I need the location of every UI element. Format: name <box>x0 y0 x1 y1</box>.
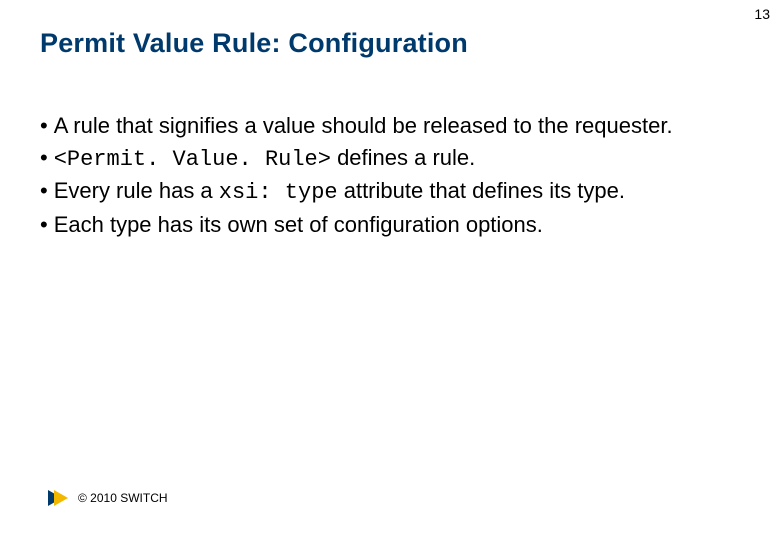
bullet-item: • A rule that signifies a value should b… <box>40 111 740 141</box>
bullet-text: A rule that signifies a value should be … <box>54 111 740 141</box>
bullet-text: Each type has its own set of configurati… <box>54 210 740 240</box>
text-span: Every rule has a <box>54 178 219 203</box>
bullet-item: • Every rule has a xsi: type attribute t… <box>40 176 740 208</box>
slide-title: Permit Value Rule: Configuration <box>40 28 740 59</box>
bullet-item: • <Permit. Value. Rule> defines a rule. <box>40 143 740 175</box>
code-span: <Permit. Value. Rule> <box>54 147 331 172</box>
bullet-list: • A rule that signifies a value should b… <box>40 111 740 240</box>
footer: © 2010 SWITCH <box>48 488 168 508</box>
copyright-text: © 2010 SWITCH <box>78 491 168 505</box>
bullet-text: Every rule has a xsi: type attribute tha… <box>54 176 740 208</box>
bullet-marker: • <box>40 176 54 208</box>
text-span: attribute that defines its type. <box>338 178 625 203</box>
code-span: xsi: type <box>219 180 338 205</box>
bullet-item: • Each type has its own set of configura… <box>40 210 740 240</box>
page-number: 13 <box>754 6 770 22</box>
bullet-marker: • <box>40 210 54 240</box>
slide: 13 Permit Value Rule: Configuration • A … <box>0 0 780 540</box>
bullet-marker: • <box>40 143 54 175</box>
bullet-text: <Permit. Value. Rule> defines a rule. <box>54 143 740 175</box>
bullet-marker: • <box>40 111 54 141</box>
text-span: defines a rule. <box>331 145 475 170</box>
switch-logo-icon <box>48 488 68 508</box>
